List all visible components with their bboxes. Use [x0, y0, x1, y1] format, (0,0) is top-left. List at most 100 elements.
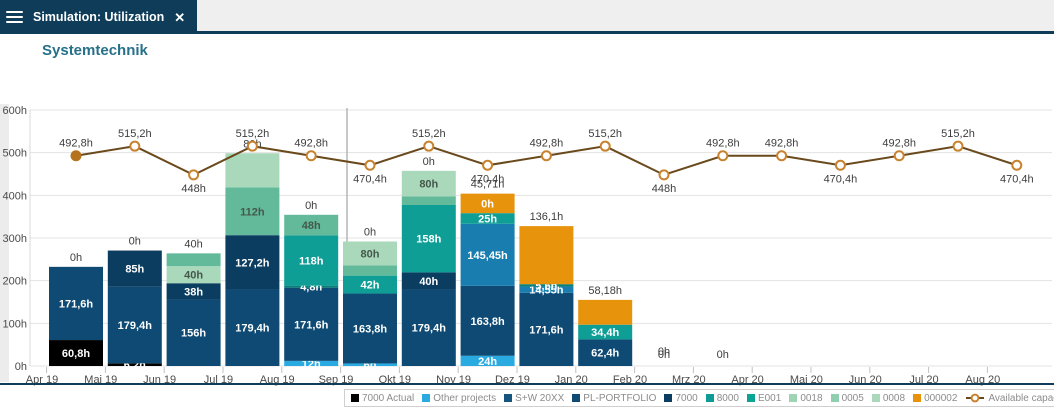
bar-segment[interactable]: [166, 299, 221, 366]
bar-segment-label: 179,4h: [235, 323, 270, 335]
bar-segment[interactable]: [343, 275, 397, 294]
bar-segment[interactable]: [519, 286, 574, 293]
bar-segment-label: 25h: [478, 213, 497, 225]
bar-segment[interactable]: [284, 285, 339, 288]
capacity-point-marker[interactable]: [893, 150, 905, 162]
bar-segment[interactable]: [166, 253, 221, 267]
bar-segment-label: 0h: [481, 198, 494, 210]
capacity-point-label: 470,4h: [824, 173, 858, 185]
legend-label: 8000: [716, 392, 739, 404]
bar-segment[interactable]: [460, 213, 515, 224]
bar-segment[interactable]: [519, 284, 574, 287]
bar-segment[interactable]: [107, 250, 162, 287]
capacity-point-marker[interactable]: [423, 140, 435, 152]
bar-segment[interactable]: [343, 363, 397, 366]
bar-segment[interactable]: [578, 339, 633, 366]
capacity-point-marker[interactable]: [952, 140, 964, 152]
bar-total-label: 0h: [305, 200, 317, 212]
legend-item[interactable]: 000002: [913, 393, 957, 404]
capacity-point-marker[interactable]: [364, 159, 376, 171]
legend-swatch: [913, 394, 922, 402]
legend-swatch: [830, 394, 839, 402]
capacity-point-marker[interactable]: [246, 140, 258, 152]
legend-item[interactable]: 0005: [830, 393, 864, 404]
capacity-point-marker[interactable]: [717, 150, 729, 162]
y-axis-tick-label: 500h: [3, 148, 27, 160]
bar-segment-label: 40h: [184, 270, 203, 282]
bar-total-label: 40h: [184, 238, 202, 250]
bar-segment[interactable]: [284, 235, 339, 286]
bar-segment[interactable]: [519, 292, 574, 366]
bar-segment[interactable]: [225, 289, 280, 366]
bar-total-label: 0h: [364, 226, 376, 238]
bar-segment-label: 163,8h: [470, 316, 505, 328]
capacity-point-marker[interactable]: [70, 150, 82, 162]
bar-segment[interactable]: [519, 226, 574, 285]
bar-segment[interactable]: [49, 340, 103, 366]
legend-item[interactable]: 8000: [705, 392, 739, 404]
bar-segment[interactable]: [107, 363, 162, 366]
bar-segment[interactable]: [343, 241, 397, 266]
capacity-point-marker[interactable]: [305, 150, 317, 162]
capacity-point-label: 492,8h: [765, 138, 799, 150]
bar-segment[interactable]: [284, 360, 339, 366]
tab-simulation-utilization[interactable]: Simulation: Utilization ✕: [0, 0, 198, 34]
bar-segment[interactable]: [49, 266, 103, 341]
legend-item[interactable]: 0018: [789, 393, 823, 404]
capacity-point-marker[interactable]: [834, 159, 846, 171]
bar-segment[interactable]: [225, 235, 280, 290]
hamburger-menu-icon[interactable]: [6, 10, 23, 24]
legend-item[interactable]: 0008: [871, 393, 905, 404]
bar-segment[interactable]: [166, 283, 221, 300]
bar-segment[interactable]: [460, 285, 515, 356]
legend-item[interactable]: PL-PORTFOLIO: [572, 393, 656, 404]
capacity-point-marker[interactable]: [599, 140, 611, 152]
capacity-point-marker[interactable]: [129, 140, 141, 152]
capacity-point-label: 448h: [181, 183, 205, 195]
bar-total-label: 0h: [423, 156, 435, 168]
capacity-point-marker[interactable]: [540, 150, 552, 162]
bar-segment[interactable]: [343, 265, 397, 276]
bar-segment[interactable]: [225, 153, 280, 188]
legend-swatch: [504, 394, 513, 402]
bar-segment-label: 145,45h: [467, 250, 508, 262]
capacity-point-marker[interactable]: [188, 169, 200, 181]
bar-segment[interactable]: [578, 324, 633, 340]
bar-segment[interactable]: [578, 299, 633, 325]
legend-item-available-capacity[interactable]: Available capacity: [965, 393, 1054, 404]
bar-segment-label: 179,4h: [118, 320, 153, 332]
y-axis-tick-label: 0h: [15, 361, 27, 373]
tab-bar: Simulation: Utilization ✕: [0, 0, 1054, 34]
capacity-line-icon: [966, 393, 985, 403]
legend-item[interactable]: S+W 20XX: [504, 393, 564, 404]
bar-segment[interactable]: [225, 187, 280, 236]
bar-segment[interactable]: [284, 214, 339, 236]
bar-segment[interactable]: [460, 193, 515, 214]
bar-segment[interactable]: [401, 272, 456, 290]
bar-segment[interactable]: [460, 223, 515, 286]
bar-segment-label: 60,8h: [62, 348, 90, 360]
left-panel-edge: [0, 104, 9, 382]
capacity-point-label: 492,8h: [882, 138, 916, 150]
bar-segment[interactable]: [166, 266, 221, 284]
bar-total-label: 58,18h: [588, 285, 622, 297]
bar-segment-label: 34,4h: [591, 327, 619, 339]
capacity-point-marker[interactable]: [776, 150, 788, 162]
bar-segment[interactable]: [401, 170, 456, 197]
legend-item[interactable]: Other projects: [422, 393, 496, 404]
capacity-point-marker[interactable]: [482, 159, 494, 171]
bar-segment[interactable]: [343, 293, 397, 364]
bar-segment[interactable]: [460, 355, 515, 366]
legend-item[interactable]: 7000 Actual: [351, 393, 414, 404]
bar-segment[interactable]: [107, 286, 162, 364]
capacity-point-label: 515,2h: [412, 128, 446, 140]
bar-segment[interactable]: [401, 204, 456, 273]
close-icon[interactable]: ✕: [174, 9, 186, 25]
capacity-point-marker[interactable]: [1011, 159, 1023, 171]
legend-item[interactable]: 7000: [664, 393, 698, 404]
bar-segment[interactable]: [401, 196, 456, 205]
capacity-point-marker[interactable]: [658, 169, 670, 181]
bar-segment[interactable]: [284, 287, 339, 361]
legend-item[interactable]: E001: [746, 393, 781, 404]
bar-segment[interactable]: [401, 289, 456, 366]
